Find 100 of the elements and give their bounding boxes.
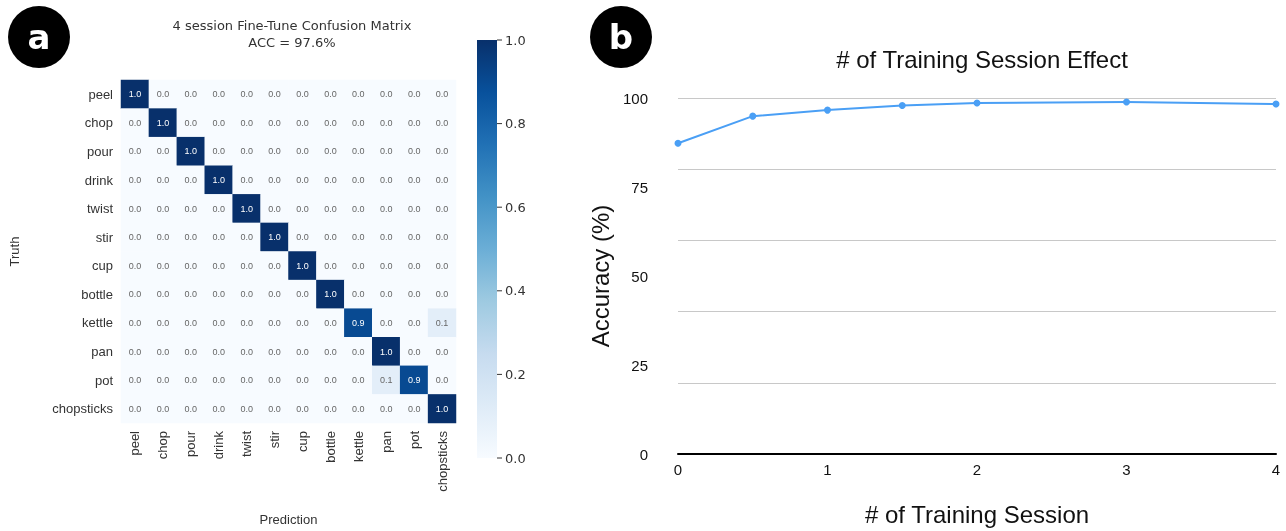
data-label: 0.0: [128, 403, 142, 414]
y-tick-label: bottle: [81, 286, 113, 302]
data-label: 0.0: [352, 117, 365, 128]
x-tick-label: twist: [239, 430, 255, 457]
data-label: 0.0: [184, 375, 198, 386]
data-label: 0.0: [184, 175, 198, 186]
data-label: 0.0: [184, 232, 198, 243]
data-label: 0.0: [379, 146, 393, 157]
point: [824, 106, 831, 114]
data-label: 0.0: [407, 203, 421, 214]
data-label: 0.0: [156, 175, 170, 186]
data-label: 0.0: [407, 346, 421, 357]
data-label: 0.0: [156, 146, 170, 157]
data-label: 0.0: [296, 203, 309, 214]
x-tick-label: 1: [823, 461, 832, 478]
point: [749, 112, 757, 120]
data-label: 0.0: [407, 260, 421, 271]
data-label: 0.0: [435, 146, 449, 157]
y-tick-label: twist: [87, 201, 114, 217]
data-label: 0.0: [212, 260, 225, 271]
data-label: 0.0: [128, 346, 142, 357]
data-label: 0.0: [240, 346, 253, 357]
data-label: 0.0: [128, 289, 142, 300]
point: [898, 101, 906, 109]
y-tick-label: pan: [91, 344, 113, 360]
data-label: 0.0: [268, 146, 281, 157]
data-label: 0.0: [128, 117, 142, 128]
data-label: 0.0: [212, 375, 225, 386]
data-label: 0.0: [379, 289, 393, 300]
data-label: 0.0: [240, 403, 253, 414]
data-label: 1.0: [128, 89, 142, 100]
data-label: 0.0: [407, 89, 421, 100]
x-tick-label: 3: [1122, 461, 1131, 478]
data-label: 0.0: [212, 203, 225, 214]
data-label: 0.0: [268, 346, 281, 357]
data-label: 0.0: [435, 117, 449, 128]
data-label: 0.0: [324, 375, 337, 386]
data-label: 0.0: [128, 175, 142, 186]
data-label: 0.0: [128, 232, 142, 243]
data-label: 0.0: [240, 175, 253, 186]
data-label: 0.0: [407, 175, 421, 186]
y-tick-label: chop: [84, 115, 113, 131]
y-tick-label: 75: [631, 178, 648, 196]
data-label: 0.0: [324, 317, 337, 328]
data-label: 0.0: [379, 117, 393, 128]
data-label: 1.0: [212, 175, 225, 186]
data-label: 0.0: [379, 403, 393, 414]
data-label: 0.0: [352, 289, 365, 300]
x-tick-label: bottle: [322, 431, 338, 463]
data-label: 0.0: [352, 260, 365, 271]
x-tick-label: pour: [183, 430, 199, 458]
data-label: 0.0: [407, 232, 421, 243]
color-bar-label: 0.0: [505, 450, 526, 466]
data-label: 0.0: [240, 317, 253, 328]
data-label: 0.0: [407, 289, 421, 300]
y-axis-title: Truth: [7, 236, 22, 267]
data-label: 0.0: [240, 89, 253, 100]
data-label: 0.0: [379, 317, 393, 328]
data-label: 0.0: [184, 346, 198, 357]
data-label: 0.1: [435, 317, 449, 328]
color-bar-label: 0.6: [505, 199, 526, 215]
x-tick-label: pot: [406, 430, 422, 450]
data-label: 0.0: [156, 403, 170, 414]
y-tick-label: stir: [95, 229, 114, 245]
y-tick-label: peel: [88, 86, 114, 102]
data-label: 0.0: [268, 260, 281, 271]
x-tick-label: 2: [972, 461, 982, 478]
y-tick-label: chopsticks: [52, 401, 114, 417]
data-label: 0.0: [352, 146, 365, 157]
data-label: 0.0: [379, 175, 393, 186]
data-label: 0.0: [184, 203, 198, 214]
data-label: 0.0: [324, 175, 337, 186]
text: b: [590, 6, 652, 68]
color-bar-label: 1.0: [505, 32, 526, 48]
x-tick-label: 0: [673, 461, 683, 478]
data-label: 0.0: [240, 260, 253, 271]
y-tick-label: 25: [631, 356, 648, 374]
data-label: 0.0: [268, 203, 281, 214]
data-label: 0.0: [324, 346, 337, 357]
data-label: 0.0: [212, 403, 225, 414]
data-label: 0.0: [379, 232, 393, 243]
data-label: 0.0: [435, 232, 449, 243]
data-label: 0.0: [296, 146, 309, 157]
data-label: 0.0: [407, 146, 421, 157]
data-label: 0.0: [352, 232, 365, 243]
x-tick-label: peel: [127, 430, 143, 456]
data-label: 0.0: [268, 89, 281, 100]
data-label: 0.0: [268, 317, 281, 328]
data-label: 0.0: [156, 317, 170, 328]
y-tick-label: pot: [94, 372, 114, 388]
data-label: 0.0: [296, 117, 309, 128]
data-label: 0.0: [184, 403, 198, 414]
data-label: 0.0: [240, 375, 253, 386]
data-label: 0.0: [435, 289, 449, 300]
x-tick-label: cup: [294, 431, 310, 452]
data-label: 0.0: [156, 375, 170, 386]
data-label: 1.0: [156, 117, 170, 128]
data-label: 0.0: [128, 203, 142, 214]
data-label: 0.0: [212, 232, 225, 243]
data-label: 0.0: [379, 260, 393, 271]
